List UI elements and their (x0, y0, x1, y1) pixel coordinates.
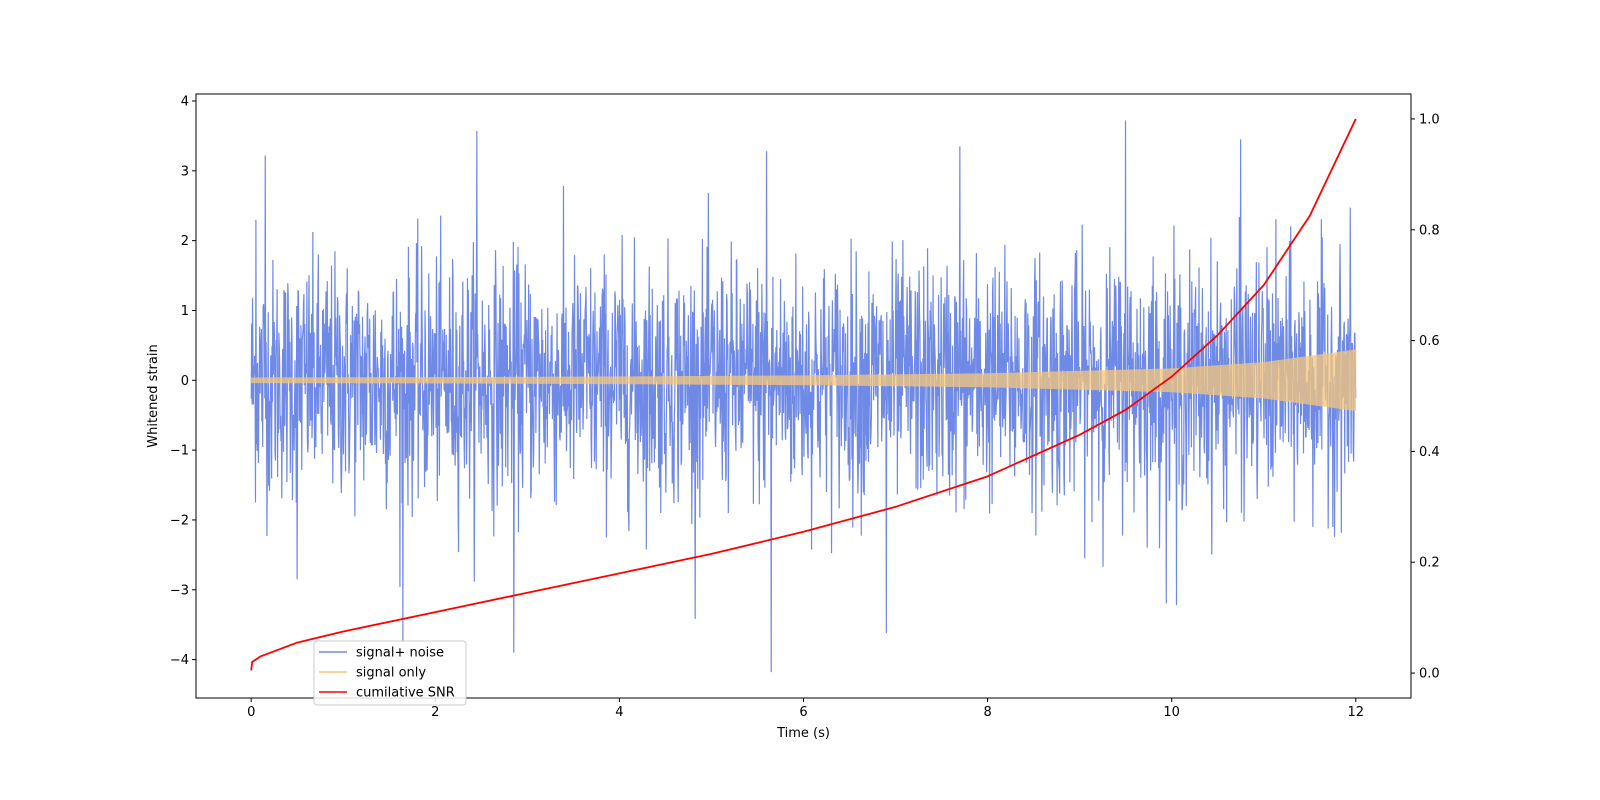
legend-label-signal-noise: signal+ noise (356, 646, 444, 661)
legend-label-signal-only: signal only (356, 666, 426, 681)
series-signal-only-line (250, 349, 1357, 411)
x-tick-label: 12 (1347, 705, 1364, 720)
y-tick-label: 3 (181, 164, 189, 179)
y-tick-label: 4 (181, 94, 189, 109)
plot-area (250, 118, 1357, 673)
y-tick-label: 1 (181, 304, 189, 319)
y-right-tick-label: 0.6 (1419, 334, 1440, 349)
x-tick-label: 6 (799, 705, 807, 720)
legend-label-cumulative-snr: cumilative SNR (356, 686, 455, 701)
x-tick-label: 2 (431, 705, 439, 720)
x-axis-label: Time (s) (776, 726, 830, 741)
legend: signal+ noise signal only cumilative SNR (313, 640, 467, 706)
legend-box (313, 640, 467, 706)
y-right-tick-label: 0.8 (1419, 223, 1440, 238)
x-tick-label: 4 (615, 705, 623, 720)
y-tick-label: −2 (170, 513, 189, 528)
y-tick-label: −4 (170, 653, 189, 668)
y-tick-label: 2 (181, 234, 189, 249)
y-right-tick-label: 0.0 (1419, 667, 1440, 682)
series-cumulative-snr-line (250, 118, 1357, 671)
y-tick-label: −3 (170, 583, 189, 598)
y-right-tick-label: 1.0 (1419, 112, 1440, 127)
x-tick-label: 0 (247, 705, 255, 720)
x-tick-label: 10 (1163, 705, 1180, 720)
x-tick-label: 8 (983, 705, 991, 720)
y-right-tick-label: 0.4 (1419, 445, 1440, 460)
y-tick-label: −1 (170, 444, 189, 459)
series-signal-noise-line (250, 120, 1357, 673)
y-axis-label: Whitened strain (146, 344, 161, 447)
y-tick-label: 0 (181, 374, 189, 389)
y-right-tick-label: 0.2 (1419, 556, 1440, 571)
